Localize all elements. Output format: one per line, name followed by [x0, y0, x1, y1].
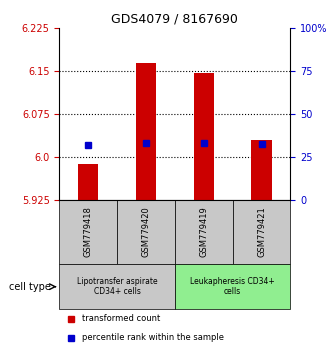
- FancyBboxPatch shape: [233, 200, 290, 264]
- Bar: [78, 164, 98, 200]
- Text: transformed count: transformed count: [82, 314, 161, 323]
- Text: GSM779418: GSM779418: [84, 206, 93, 257]
- FancyBboxPatch shape: [175, 264, 290, 309]
- Bar: [194, 73, 214, 200]
- Text: GSM779419: GSM779419: [199, 206, 208, 257]
- Text: percentile rank within the sample: percentile rank within the sample: [82, 333, 224, 342]
- Text: Leukapheresis CD34+
cells: Leukapheresis CD34+ cells: [190, 277, 275, 296]
- Bar: [251, 140, 272, 200]
- FancyBboxPatch shape: [117, 200, 175, 264]
- FancyBboxPatch shape: [175, 200, 233, 264]
- Text: Lipotransfer aspirate
CD34+ cells: Lipotransfer aspirate CD34+ cells: [77, 277, 157, 296]
- Bar: [136, 63, 156, 200]
- Title: GDS4079 / 8167690: GDS4079 / 8167690: [112, 13, 238, 26]
- FancyBboxPatch shape: [59, 264, 175, 309]
- Text: GSM779420: GSM779420: [142, 206, 150, 257]
- Text: GSM779421: GSM779421: [257, 206, 266, 257]
- FancyBboxPatch shape: [59, 200, 117, 264]
- Text: cell type: cell type: [9, 282, 51, 292]
